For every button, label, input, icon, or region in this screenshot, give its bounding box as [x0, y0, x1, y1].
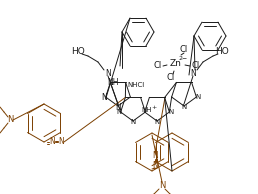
Text: NH: NH: [141, 107, 152, 113]
Text: 2−: 2−: [178, 55, 188, 61]
Text: N: N: [116, 109, 121, 115]
Text: N: N: [130, 119, 136, 125]
Text: N: N: [115, 102, 121, 112]
Text: Zn: Zn: [170, 59, 182, 68]
Text: NH: NH: [108, 78, 119, 87]
Text: Cl: Cl: [180, 46, 188, 55]
Text: N: N: [152, 152, 158, 160]
Text: N: N: [181, 104, 187, 110]
Text: N: N: [49, 138, 55, 146]
Text: Cl: Cl: [192, 61, 200, 70]
Text: N: N: [58, 138, 64, 146]
Text: N: N: [190, 68, 196, 77]
Text: HO: HO: [215, 48, 229, 56]
Text: N: N: [7, 115, 13, 125]
Text: N: N: [101, 93, 107, 101]
Text: N: N: [169, 109, 174, 115]
Text: NHCl: NHCl: [127, 82, 145, 88]
Text: Cl: Cl: [154, 61, 162, 70]
Text: HO: HO: [71, 48, 85, 56]
Text: Cl: Cl: [167, 73, 175, 81]
Text: N: N: [159, 182, 165, 191]
Text: N: N: [152, 160, 158, 170]
Text: N: N: [105, 68, 111, 77]
Text: N: N: [196, 94, 201, 100]
Text: N: N: [154, 119, 160, 125]
Text: +: +: [151, 105, 156, 110]
